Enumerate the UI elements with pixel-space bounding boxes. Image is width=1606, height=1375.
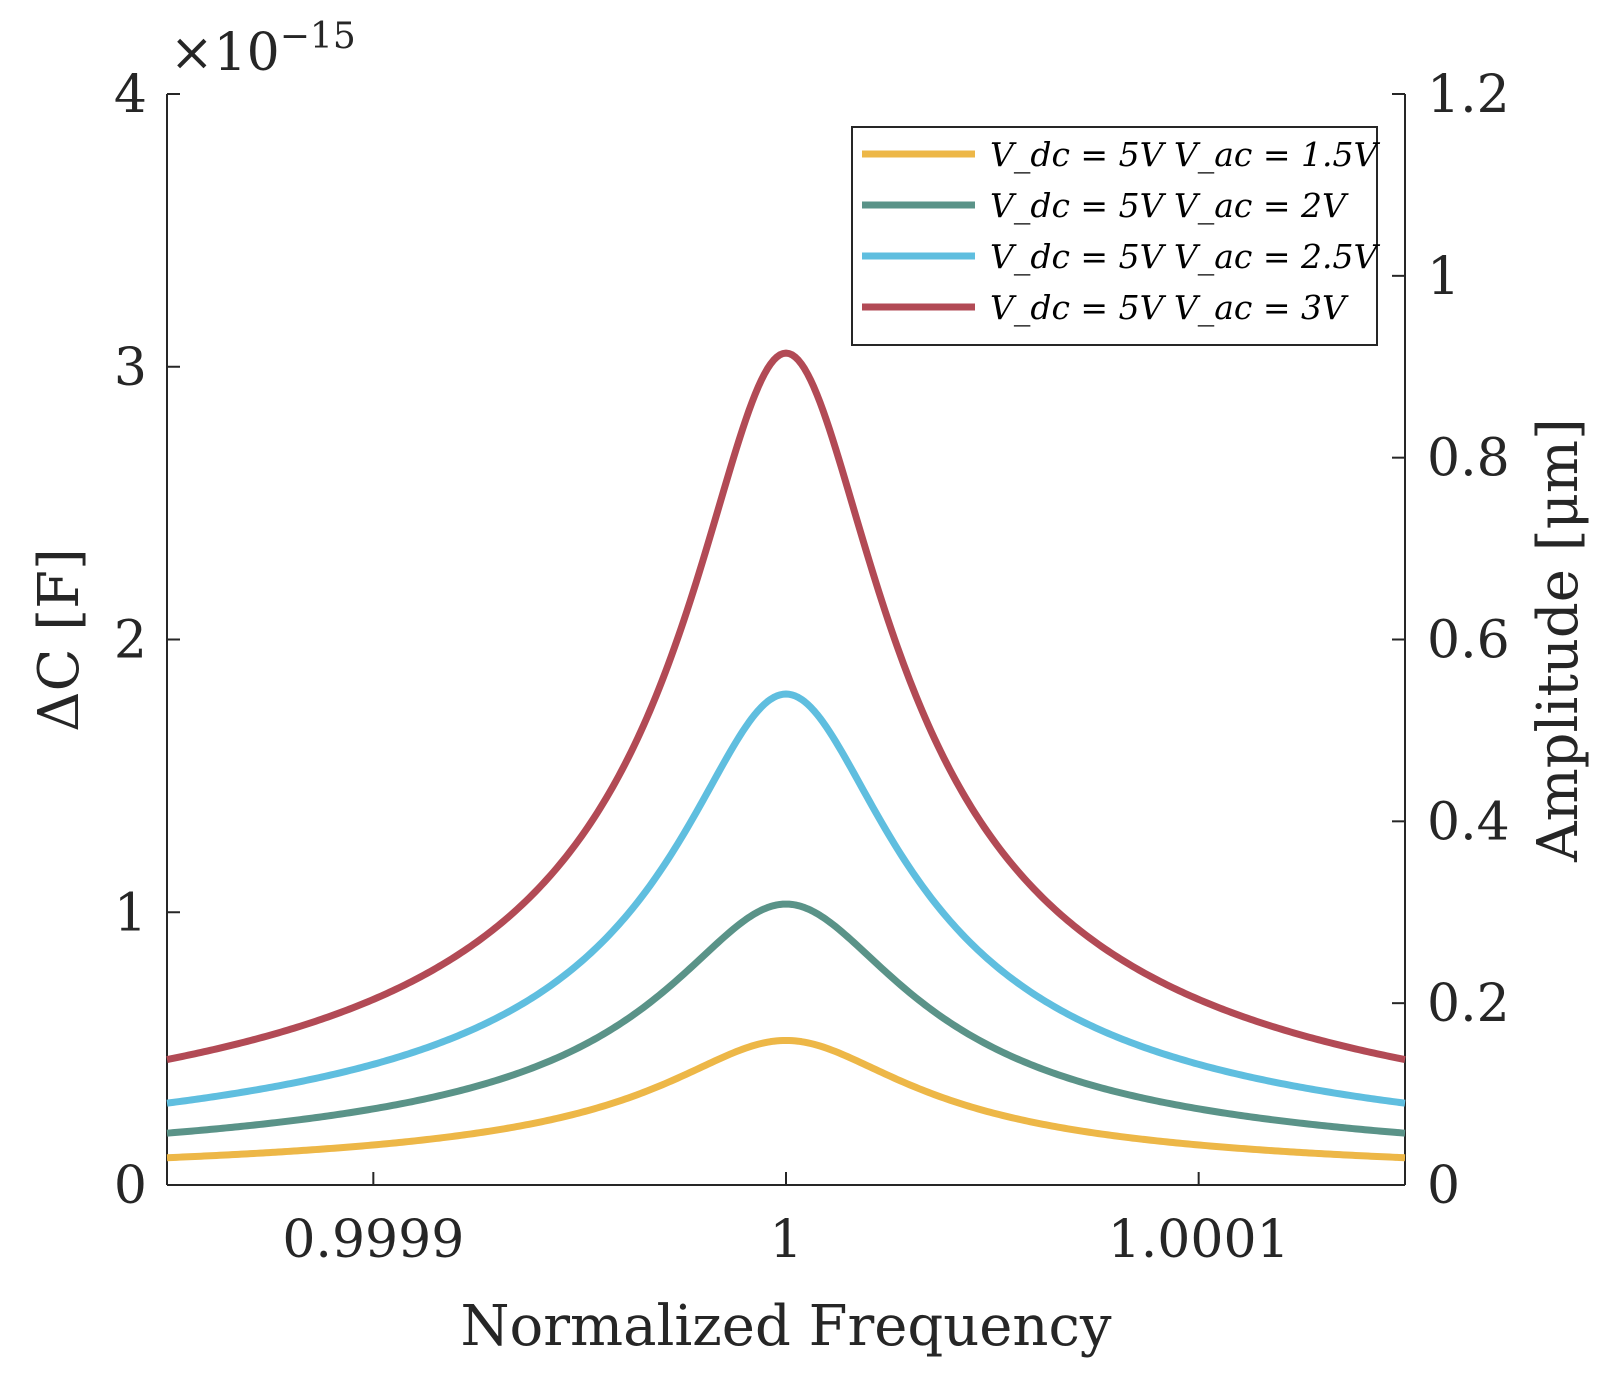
y-left-tick-label: 0 [114,1156,147,1216]
x-axis-title: Normalized Frequency [461,1294,1112,1359]
exponent-label: ×10−15 [170,16,356,83]
y-right-tick-label: 0 [1427,1156,1460,1216]
legend: V_dc = 5V V_ac = 1.5V V_dc = 5V V_ac = 2V… [851,126,1380,346]
y-axis-right-title: Amplitude [μm] [1526,418,1591,863]
series-line-1 [166,1036,1406,1162]
legend-label-4: V_dc = 5V V_ac = 3V [990,288,1349,328]
legend-label-2: V_dc = 5V V_ac = 2V [990,186,1349,226]
y-right-tick-label: 0.6 [1427,611,1510,671]
legend-label-1: V_dc = 5V V_ac = 1.5V [990,135,1380,175]
y-left-tick-label: 1 [114,883,147,943]
y-right-tick-label: 1 [1427,247,1460,307]
y-right-tick-label: 1.2 [1427,65,1510,125]
series-line-2 [166,900,1406,1137]
y-left-tick-label: 3 [114,338,147,398]
legend-entries: V_dc = 5V V_ac = 1.5V V_dc = 5V V_ac = 2V… [862,135,1380,328]
series-line-4 [166,349,1406,1063]
series-line-3 [166,690,1406,1107]
ticks-layer: 0.9999 1 1.0001 0 1 2 3 4 0 0.2 0.4 0.6 0.8 1 1.2 [114,65,1510,1270]
y-left-tick-label: 2 [114,611,147,671]
y-right-tick-label: 0.2 [1427,974,1510,1034]
x-tick-label: 1 [769,1210,802,1270]
x-tick-label: 1.0001 [1108,1210,1290,1270]
y-left-tick-label: 4 [114,65,147,125]
y-right-tick-label: 0.4 [1427,792,1510,852]
y-axis-left-title: ΔC [F] [27,548,92,732]
y-right-tick-label: 0.8 [1427,429,1510,489]
series-layer [166,349,1406,1162]
x-tick-label: 0.9999 [282,1210,464,1270]
legend-label-3: V_dc = 5V V_ac = 2.5V [990,237,1380,277]
